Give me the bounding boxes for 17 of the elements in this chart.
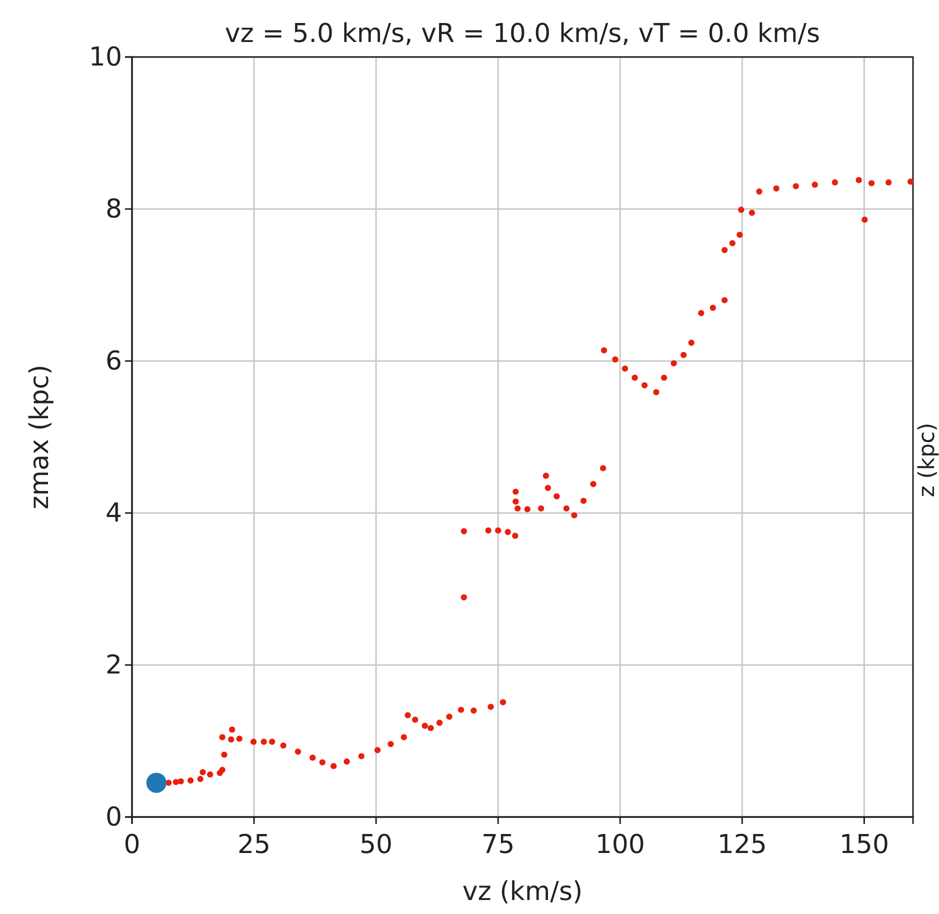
x-tick-label: 75 — [482, 830, 515, 860]
text: z (kpc) — [915, 422, 939, 498]
y-tick-label: 8 — [105, 194, 122, 224]
x-tick-label: 50 — [360, 830, 393, 860]
y-tick-label: 2 — [105, 650, 122, 680]
y-tick-label: 0 — [105, 802, 122, 832]
y-axis-title: zmax (kpc) — [25, 364, 55, 510]
x-tick-label: 125 — [717, 830, 767, 860]
x-tick-label: 100 — [595, 830, 645, 860]
y-tick-label: 6 — [105, 346, 122, 376]
x-axis-title: vz (km/s) — [462, 877, 583, 907]
x-tick-label: 150 — [839, 830, 890, 860]
y-tick-label: 4 — [105, 498, 122, 528]
x-tick-label: 0 — [124, 830, 140, 860]
x-tick-label: 25 — [237, 830, 271, 860]
y-tick-label: 10 — [88, 42, 122, 72]
chart-title: vz = 5.0 km/s, vR = 10.0 km/s, vT = 0.0 km/s — [224, 19, 820, 49]
